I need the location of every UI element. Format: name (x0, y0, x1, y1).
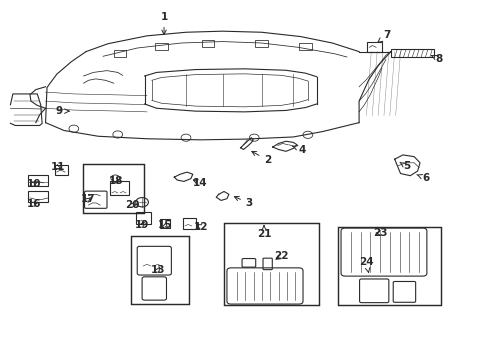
Text: 12: 12 (193, 222, 207, 231)
Bar (159, 219, 170, 228)
Text: 20: 20 (125, 200, 139, 210)
Text: 3: 3 (234, 197, 252, 208)
Bar (224, 223, 319, 305)
Text: 11: 11 (51, 162, 65, 172)
Text: 18: 18 (108, 176, 123, 186)
Text: 8: 8 (431, 54, 441, 64)
Bar (114, 50, 126, 57)
Bar (299, 43, 311, 50)
Text: 9: 9 (56, 106, 69, 116)
Text: 16: 16 (26, 199, 41, 209)
Text: 10: 10 (26, 179, 41, 189)
Text: 22: 22 (273, 251, 288, 261)
Bar (110, 181, 129, 195)
Text: 21: 21 (256, 226, 271, 239)
Text: 17: 17 (81, 194, 96, 204)
Bar (55, 165, 68, 175)
Text: 15: 15 (158, 220, 172, 230)
Bar (136, 212, 151, 224)
Text: 5: 5 (399, 161, 409, 171)
Text: 1: 1 (160, 12, 167, 35)
Bar (366, 41, 381, 51)
Bar (27, 192, 48, 202)
Text: 24: 24 (358, 257, 373, 273)
Text: 6: 6 (416, 173, 428, 183)
Text: 2: 2 (251, 152, 271, 165)
Bar (390, 49, 433, 57)
Bar (82, 163, 143, 213)
Bar (131, 236, 188, 304)
Bar (155, 43, 167, 50)
Text: 4: 4 (292, 144, 305, 154)
Text: 7: 7 (377, 30, 390, 42)
Text: 13: 13 (150, 265, 164, 275)
Bar (201, 40, 214, 46)
Text: 23: 23 (372, 228, 386, 238)
Bar (337, 226, 440, 305)
Text: 19: 19 (135, 220, 149, 230)
Bar (255, 40, 267, 46)
Bar (183, 218, 195, 229)
Bar (27, 175, 48, 186)
Text: 14: 14 (192, 178, 206, 188)
